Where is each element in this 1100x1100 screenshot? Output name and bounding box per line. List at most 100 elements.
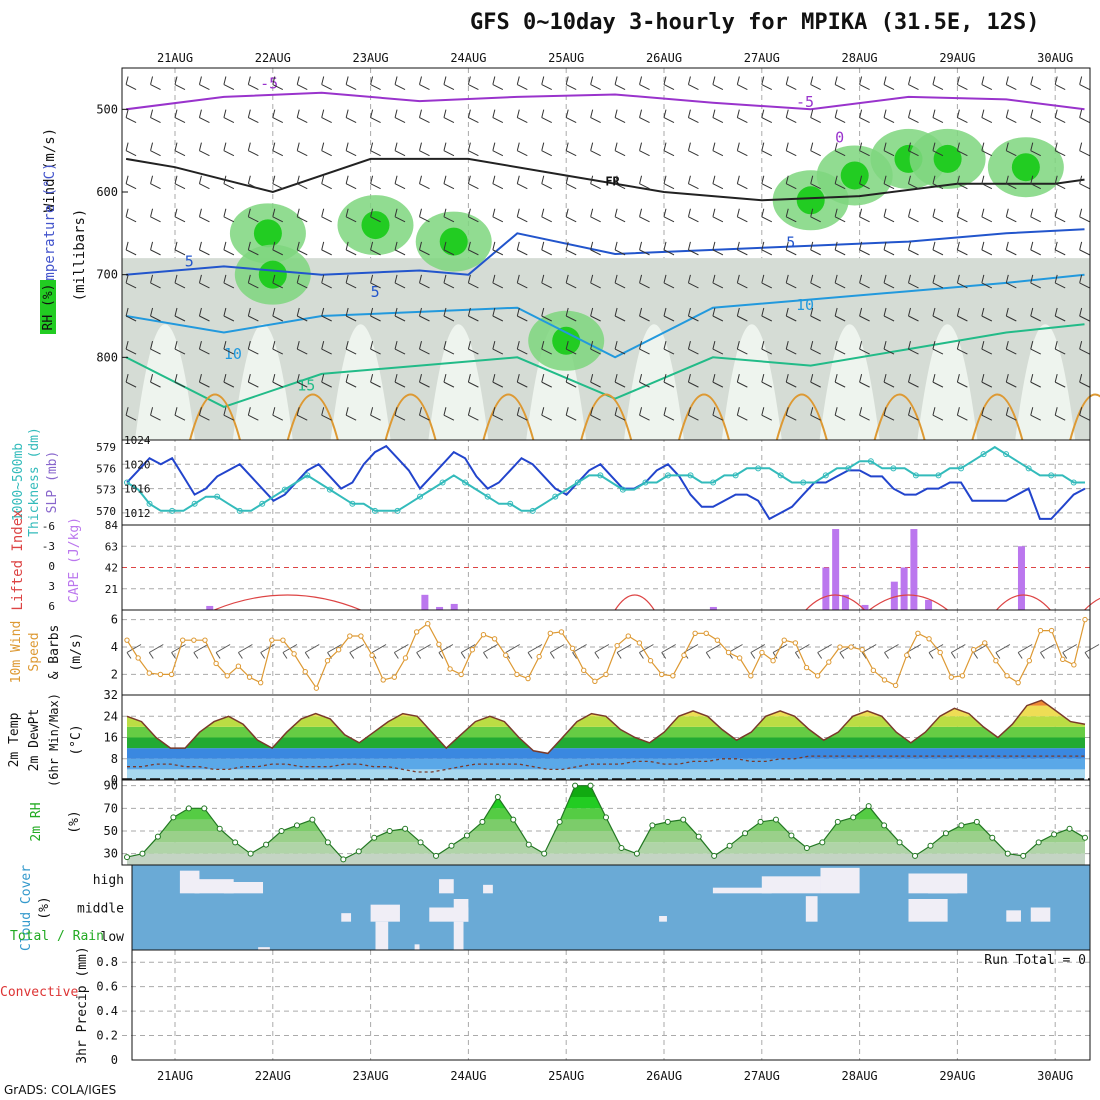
wind-barb [541,76,552,90]
wind10m-point [703,630,709,637]
ylabel-rh2m: 2m RH [29,802,44,841]
wind10m-point [614,642,620,649]
wind10m-barb [705,644,721,659]
wind-barb [883,76,895,90]
precip-tick-label: 0.4 [96,1004,118,1018]
isotherm-label: 5 [786,233,795,251]
wind-barb [223,374,235,388]
wind10m-point [826,659,832,665]
rh2m-point [572,782,579,789]
wind-barb [736,241,748,256]
wind-barb [174,208,186,223]
wind-barb [516,274,528,289]
wind-barb [956,241,968,256]
wind-barb [639,407,650,421]
wind-barb [223,407,235,421]
wind-barb [467,142,479,157]
wind-barb [663,307,675,322]
rh2m-point [340,856,347,863]
cape-bar [832,529,840,610]
wind-barb [370,142,381,157]
wind10m-barb [950,644,966,659]
wind-barb [247,241,259,256]
rh2m-point [850,814,857,821]
cape-bar [900,567,908,610]
wind-barb [296,407,308,421]
wind-barb [712,374,724,388]
wind10m-point [636,640,643,646]
ylabel-dewpt2m: 2m DewPt [27,709,42,772]
wind-barb [712,175,724,190]
cloud-low-bar [258,947,270,950]
date-tick-top: 25AUG [548,51,584,65]
rh2m-point [402,825,409,832]
wind10m-point [781,637,787,643]
instability-panel: -6 -3 0 3 6 84 63 42 21 [42,519,1100,613]
wind-barb [785,374,797,388]
wind-barb [981,407,993,421]
rh-shade-wet [840,161,869,190]
wind-barb [834,175,846,190]
wind10m-barb [549,644,565,659]
wind-barb [834,307,846,322]
ylabel-wind10m-a: 10m Wind [9,621,24,684]
wind-barb [541,274,552,289]
rh2m-point [216,825,223,832]
wind-barb [932,208,944,223]
thickness-point [259,500,266,507]
rh2m-point [541,850,548,857]
wind-barb [467,374,479,388]
temp-band [127,737,1085,749]
wind-barb [639,274,650,289]
wind-barb [908,407,919,421]
wind-barb [1030,374,1041,388]
wind-barb [370,407,381,421]
rh2m-point [695,833,702,840]
wind10m-point [948,674,955,680]
temp-tick-label: 32 [104,688,118,702]
wind10m-barb [884,644,899,659]
wind-barb [810,142,821,157]
thickness-point [507,500,514,507]
wind-barb [394,340,406,355]
wind-barb [883,109,895,124]
thickness-point [710,479,717,486]
wind-barb [467,109,479,124]
wind10m-point [124,637,130,643]
wind10m-barb [304,644,320,659]
wind-barb [541,241,552,256]
wind-barb [394,76,406,90]
cloud-middle-bar [1006,910,1021,922]
wind-barb [1030,109,1041,124]
isotherm-label: 5 [185,252,194,270]
wind-barb [296,109,308,124]
ylabel-minmax: (6hr Min/Max) [47,693,61,787]
date-tick-top: 21AUG [157,51,193,65]
rh-shade-wet [933,144,962,173]
wind-barb [247,109,259,124]
rh2m-point [912,852,919,859]
rh2m-point [1051,831,1058,838]
wind-barb [1005,175,1017,190]
wind-barb [834,407,846,421]
rh2m-band [127,785,1085,797]
wind10m-barb [193,644,209,659]
wind-barb [639,208,650,223]
isotherm-warm [775,393,828,441]
wind-tick-label: 6 [111,613,118,627]
wind-barb [981,76,993,90]
thickness-point [732,472,739,479]
wind-barb [1079,374,1090,388]
rh-shade-wet [258,260,287,289]
wind10m-point [1037,627,1044,634]
wind-barb [516,208,528,223]
rh2m-point [680,816,687,823]
wind10m-point [413,629,420,635]
lifted-tick-label: -6 [42,520,55,533]
wind10m-point [759,649,765,656]
wind-barb [125,175,137,190]
date-tick-bottom: 25AUG [548,1069,584,1083]
lifted-index-line [614,594,655,611]
wind-barb [394,241,406,256]
wind-barb [541,307,552,322]
